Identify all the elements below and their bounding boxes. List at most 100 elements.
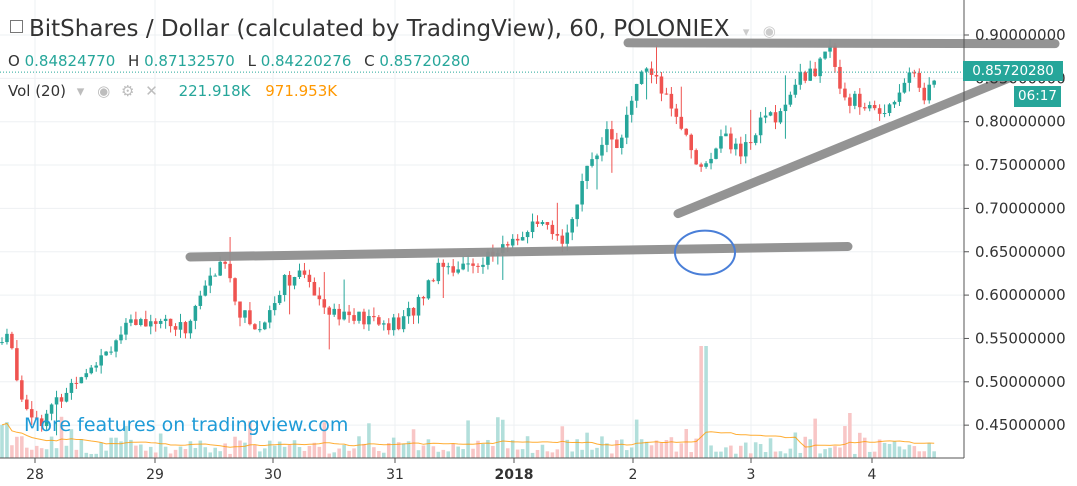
candle-body <box>362 311 366 325</box>
candle-body <box>753 135 758 143</box>
volume-bar <box>639 439 644 458</box>
volume-bar <box>813 418 817 458</box>
eye-icon[interactable]: ◉ <box>762 22 776 40</box>
volume-bar <box>882 442 887 458</box>
volume-bar <box>183 449 188 458</box>
volume-bar <box>550 452 555 458</box>
volume-bar <box>372 447 376 458</box>
volume-bar <box>530 452 535 458</box>
volume-bar <box>828 447 832 458</box>
candle-body <box>64 392 69 402</box>
candle-body <box>833 45 837 67</box>
volume-bar <box>431 446 436 458</box>
volume-bar <box>758 444 763 458</box>
candle-body <box>669 93 674 109</box>
candle-body <box>481 264 485 267</box>
candle-body <box>263 322 267 330</box>
volume-bar <box>139 444 143 458</box>
candle-body <box>858 93 862 108</box>
candle-body <box>188 320 193 334</box>
candle-body <box>535 221 540 225</box>
gear-icon[interactable]: ⚙ <box>120 82 135 100</box>
volume-bar <box>704 346 708 458</box>
time-axis: 28 29 30 31 2018 2 3 4 <box>26 458 877 483</box>
volume-bar <box>768 438 773 458</box>
candle-body <box>471 263 475 266</box>
candle-body <box>99 355 103 366</box>
volume-bar <box>263 448 267 458</box>
volume-bar <box>699 346 703 458</box>
volume-bar <box>94 453 98 458</box>
candle-body <box>595 155 599 160</box>
close-icon[interactable]: ✕ <box>145 82 158 100</box>
price-axis: 0.900000000.850000000.800000000.75000000… <box>964 26 1066 434</box>
candle-body <box>451 266 455 273</box>
candle-body <box>114 340 118 352</box>
chevron-down-icon[interactable]: ▾ <box>742 25 750 40</box>
volume-bar <box>173 449 178 458</box>
volume-bar <box>793 432 798 458</box>
volume-bar <box>282 446 287 458</box>
time-tick-label: 28 <box>26 467 44 483</box>
price-tick-label: 0.60000000 <box>975 286 1066 304</box>
volume-bar <box>357 436 361 458</box>
candle-body <box>674 108 679 117</box>
price-tick-label: 0.90000000 <box>975 26 1066 44</box>
high-label: H <box>128 52 140 70</box>
volume-bar <box>352 448 356 458</box>
eye-icon[interactable]: ◉ <box>97 82 111 100</box>
volume-bar <box>867 451 872 458</box>
volume-bar <box>927 443 931 458</box>
volume-bar <box>129 439 133 458</box>
candle-body <box>163 318 168 321</box>
tradingview-promo-link[interactable]: More features on tradingview.com <box>24 414 349 436</box>
volume-bar <box>292 440 297 458</box>
candle-body <box>823 51 827 59</box>
candle-body <box>620 137 624 148</box>
candle-body <box>600 144 604 156</box>
volume-bar <box>426 439 431 458</box>
volume-bar <box>818 453 822 458</box>
volume-bar <box>44 449 49 458</box>
collapse-icon[interactable] <box>10 20 23 33</box>
candle-body <box>84 373 89 378</box>
volume-bar <box>902 449 907 458</box>
candle-body <box>897 92 902 102</box>
candle-body <box>887 104 892 114</box>
candle-body <box>94 365 98 368</box>
candle-body <box>158 320 163 324</box>
candle-body <box>639 71 644 84</box>
candle-body <box>74 382 79 384</box>
candle-body <box>615 139 619 148</box>
candle-body <box>446 266 451 268</box>
volume-bar <box>545 451 550 458</box>
volume-bar <box>917 451 922 458</box>
volume-bar <box>391 437 396 458</box>
volume-bar <box>734 453 738 458</box>
candle-body <box>550 224 555 235</box>
last-price-tag: 0.85720280 <box>963 61 1063 81</box>
candle-body <box>54 397 59 405</box>
volume-bar <box>258 451 262 458</box>
candle-body <box>426 280 431 299</box>
time-tick-label: 3 <box>747 467 756 483</box>
volume-bar <box>674 451 679 458</box>
volume-bar <box>932 451 936 458</box>
candle-body <box>243 310 247 318</box>
candle-body <box>892 101 897 105</box>
candle-body <box>907 72 912 83</box>
candle-body <box>233 278 237 302</box>
candle-body <box>208 275 213 286</box>
candle-body <box>768 112 773 116</box>
candle-body <box>124 322 128 335</box>
chevron-down-icon[interactable]: ▾ <box>76 82 85 100</box>
candle-body <box>248 310 252 325</box>
candle-body <box>818 58 822 77</box>
low-label: L <box>247 52 256 70</box>
candle-body <box>377 317 381 325</box>
candle-body <box>218 261 222 276</box>
candle-body <box>629 100 634 115</box>
open-label: O <box>8 52 20 70</box>
candle-body <box>664 93 669 95</box>
